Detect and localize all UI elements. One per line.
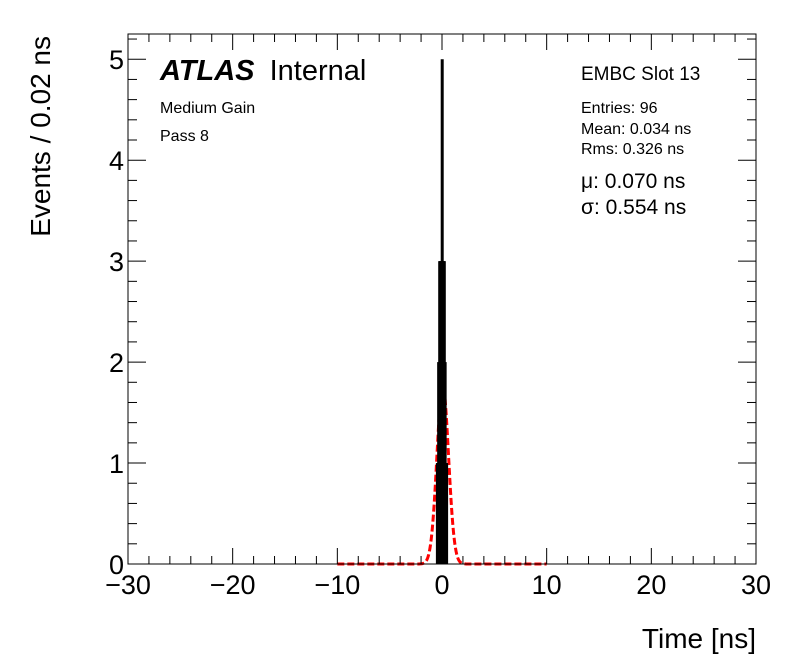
fit-sigma: σ: 0.554 ns bbox=[581, 196, 686, 219]
histogram-layer bbox=[435, 59, 449, 564]
x-tick-label: 30 bbox=[741, 570, 771, 600]
y-tick-label: 5 bbox=[109, 45, 124, 75]
stats-entries: Entries: 96 bbox=[581, 100, 658, 117]
stats-title: EMBC Slot 13 bbox=[581, 64, 700, 85]
atlas-label: ATLAS Internal bbox=[159, 55, 366, 87]
x-tick-label: −10 bbox=[314, 570, 360, 600]
y-tick-label: 2 bbox=[109, 348, 124, 378]
atlas-label-bold: ATLAS bbox=[159, 55, 255, 87]
stats-rms: Rms: 0.326 ns bbox=[581, 141, 684, 158]
x-tick-label: −20 bbox=[210, 570, 256, 600]
histogram-bar bbox=[445, 463, 449, 564]
x-axis-label: Time [ns] bbox=[642, 623, 756, 654]
x-tick-label: 20 bbox=[636, 570, 666, 600]
axis-ticks bbox=[127, 34, 757, 565]
tick-labels: −30 −20 −10 0 10 20 30 0 1 2 3 4 5 bbox=[105, 45, 771, 600]
fit-mu: μ: 0.070 ns bbox=[581, 170, 685, 193]
y-tick-label: 1 bbox=[109, 449, 124, 479]
x-tick-label: −30 bbox=[105, 570, 151, 600]
gain-label: Medium Gain bbox=[160, 100, 255, 117]
stats-mean: Mean: 0.034 ns bbox=[581, 121, 691, 138]
y-tick-label: 0 bbox=[109, 550, 124, 580]
x-tick-label: 10 bbox=[532, 570, 562, 600]
pass-label: Pass 8 bbox=[160, 128, 209, 145]
y-axis-label: Events / 0.02 ns bbox=[25, 36, 56, 237]
x-tick-label: 0 bbox=[434, 570, 449, 600]
y-tick-label: 3 bbox=[109, 247, 124, 277]
y-tick-label: 4 bbox=[109, 146, 124, 176]
atlas-label-text: Internal bbox=[270, 55, 367, 87]
